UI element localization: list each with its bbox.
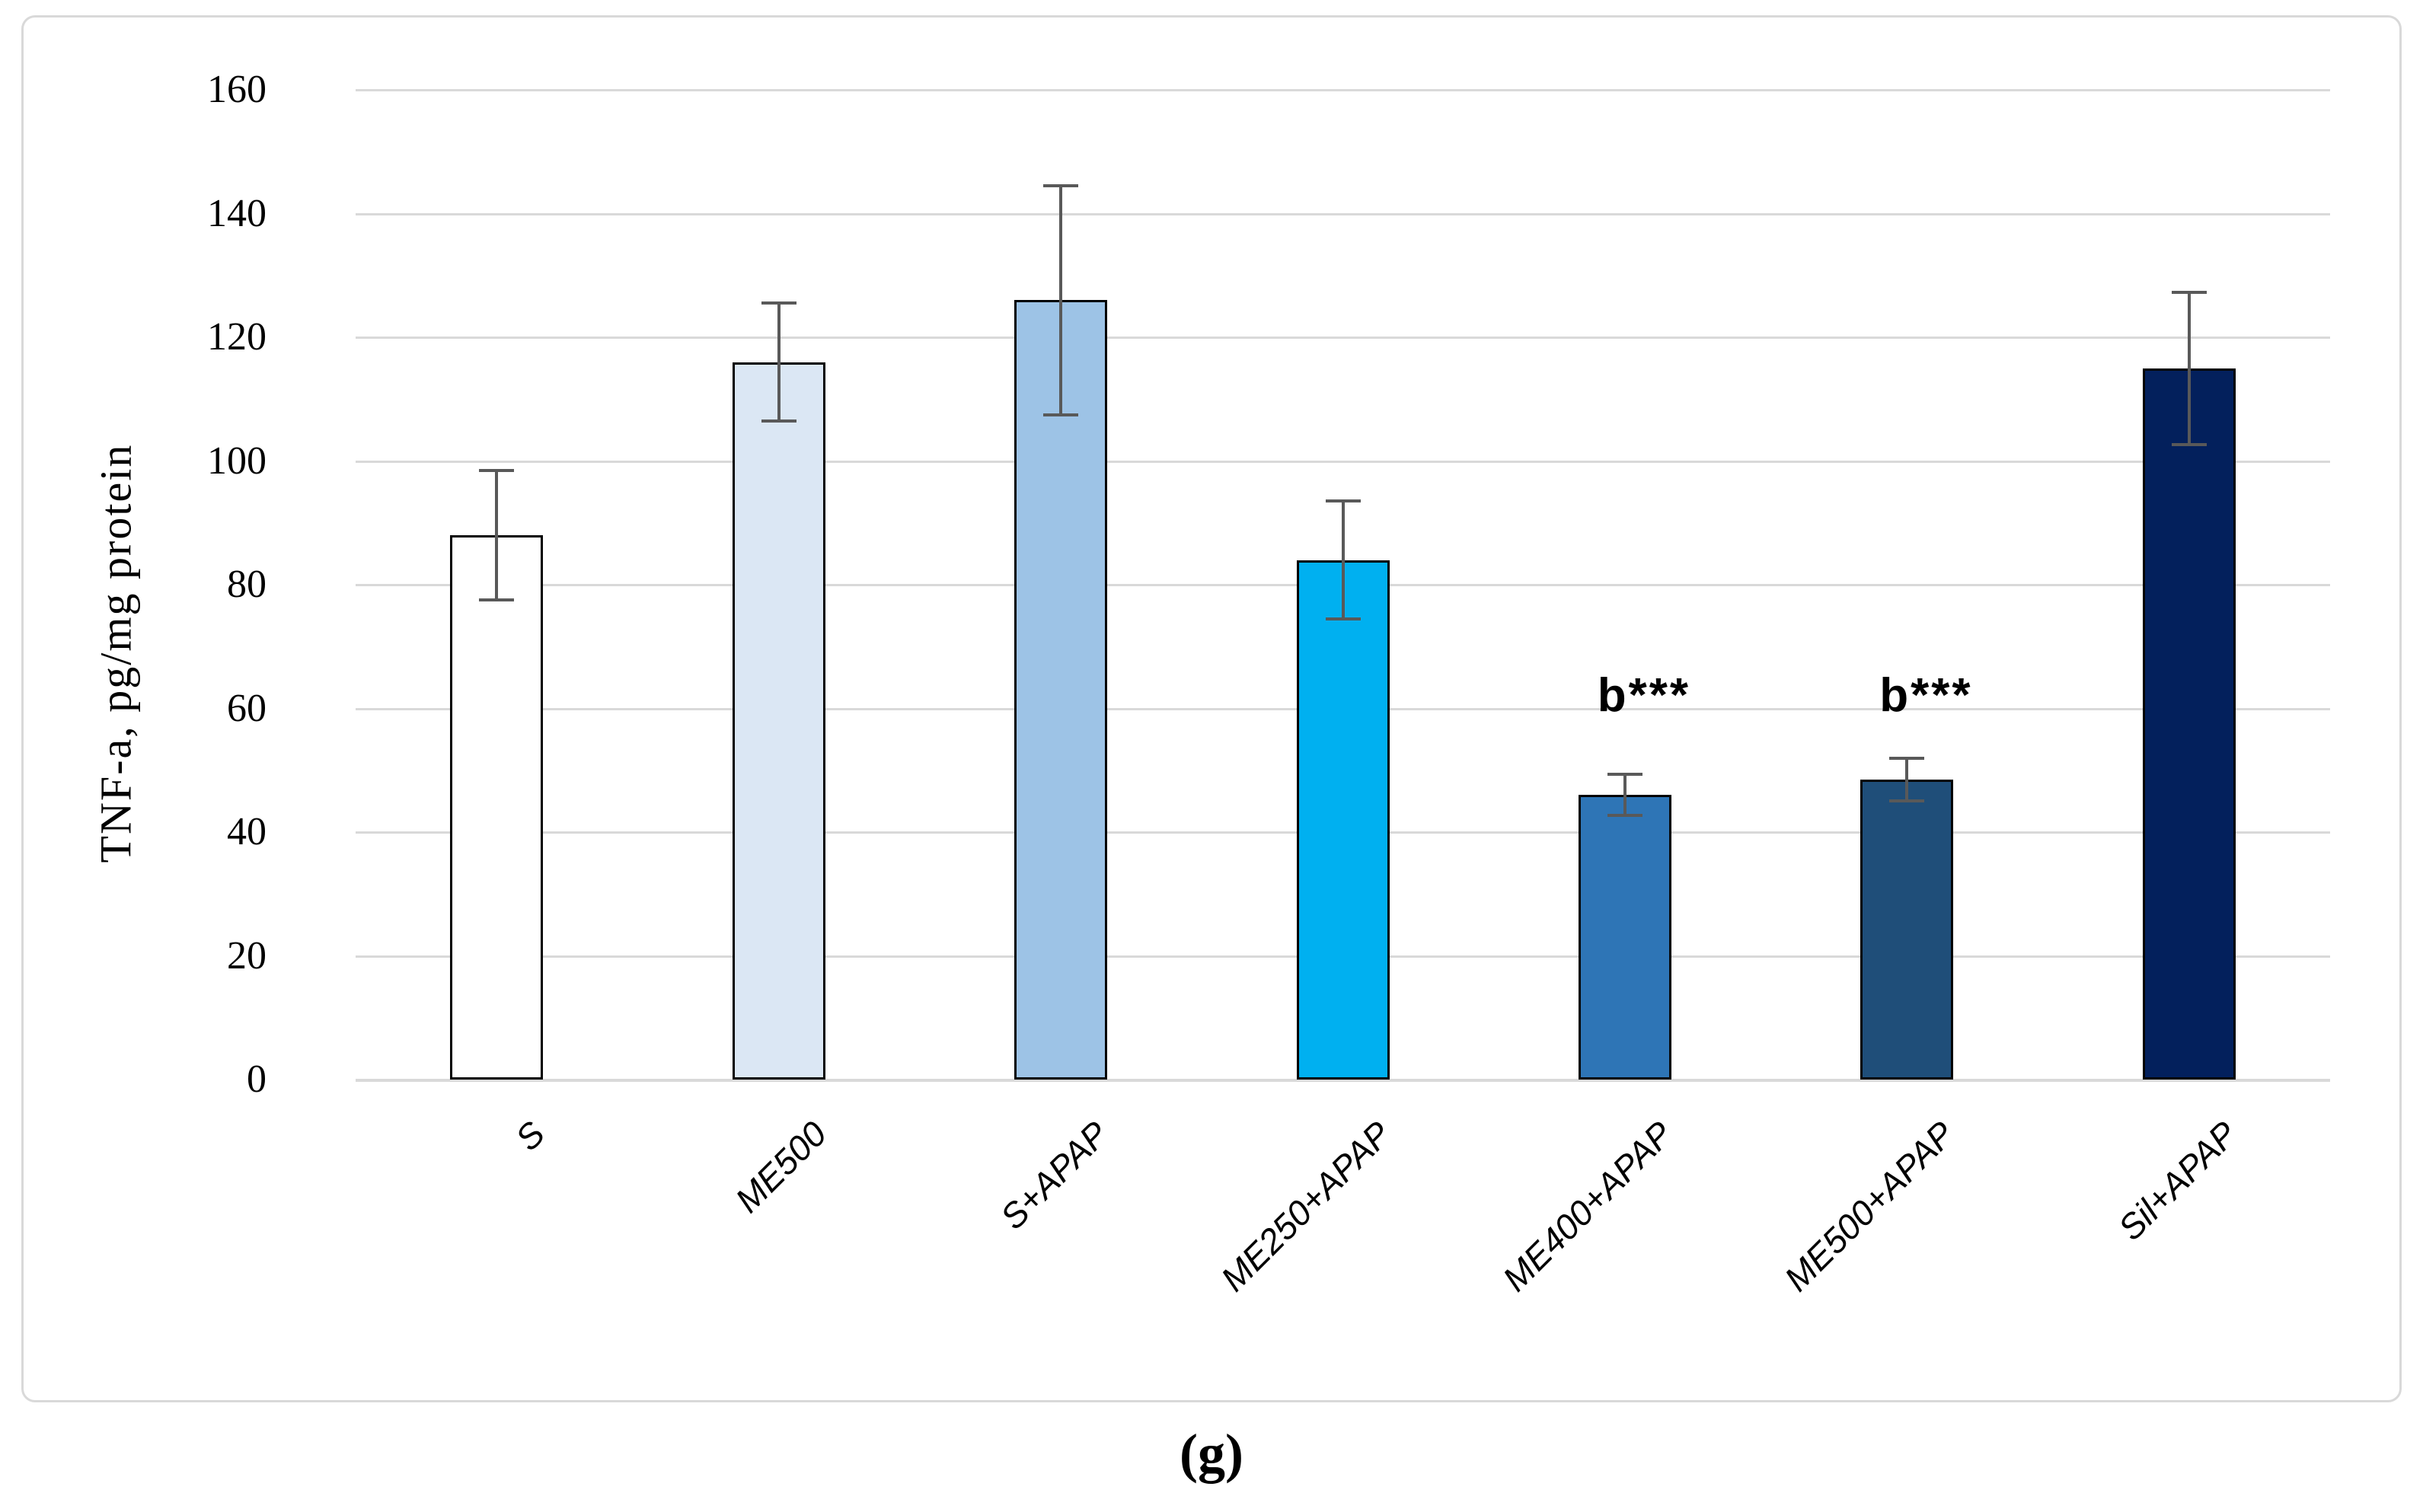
error-bar-cap-bottom xyxy=(761,419,796,423)
bar xyxy=(2142,368,2236,1080)
bar xyxy=(1014,300,1108,1080)
error-bar xyxy=(2187,292,2191,445)
y-axis-title: TNF-a, pg/mg protein xyxy=(91,443,141,863)
figure-caption: (g) xyxy=(1180,1423,1243,1484)
error-bar-cap-top xyxy=(1889,756,1925,760)
bar xyxy=(732,362,825,1080)
bar xyxy=(450,535,544,1080)
gridline xyxy=(356,460,2330,463)
y-tick-label: 60 xyxy=(227,686,267,730)
gridline xyxy=(356,212,2330,215)
y-tick-label: 0 xyxy=(247,1057,267,1101)
y-tick-label: 120 xyxy=(207,315,267,359)
error-bar-cap-top xyxy=(1607,773,1642,777)
error-bar-cap-bottom xyxy=(1043,413,1079,416)
error-bar-cap-top xyxy=(1043,183,1079,187)
error-bar xyxy=(495,470,499,601)
error-bar-cap-bottom xyxy=(1607,814,1642,818)
gridline xyxy=(356,337,2330,339)
error-bar-cap-top xyxy=(761,301,796,305)
error-bar xyxy=(1341,501,1345,619)
error-bar-cap-bottom xyxy=(2171,442,2207,446)
y-tick-label: 160 xyxy=(207,68,267,111)
bar xyxy=(1296,560,1390,1080)
y-tick-label: 40 xyxy=(227,810,267,853)
bar xyxy=(1860,779,1954,1080)
error-bar xyxy=(777,303,781,421)
significance-annotation: b*** xyxy=(1879,669,1973,723)
error-bar-cap-bottom xyxy=(1889,799,1925,803)
y-tick-label: 100 xyxy=(207,439,267,483)
bar xyxy=(1578,795,1671,1080)
error-bar xyxy=(1623,774,1627,816)
gridline xyxy=(356,1079,2330,1082)
error-bar xyxy=(1059,185,1063,415)
error-bar-cap-top xyxy=(479,468,515,472)
error-bar-cap-top xyxy=(2171,290,2207,294)
y-tick-label: 140 xyxy=(207,191,267,235)
error-bar-cap-bottom xyxy=(1325,617,1361,620)
y-tick-label: 20 xyxy=(227,933,267,978)
gridline xyxy=(356,89,2330,91)
error-bar xyxy=(1905,758,1909,802)
error-bar-cap-bottom xyxy=(479,598,515,602)
significance-annotation: b*** xyxy=(1597,669,1691,723)
error-bar-cap-top xyxy=(1325,499,1361,503)
y-tick-label: 80 xyxy=(227,563,267,606)
